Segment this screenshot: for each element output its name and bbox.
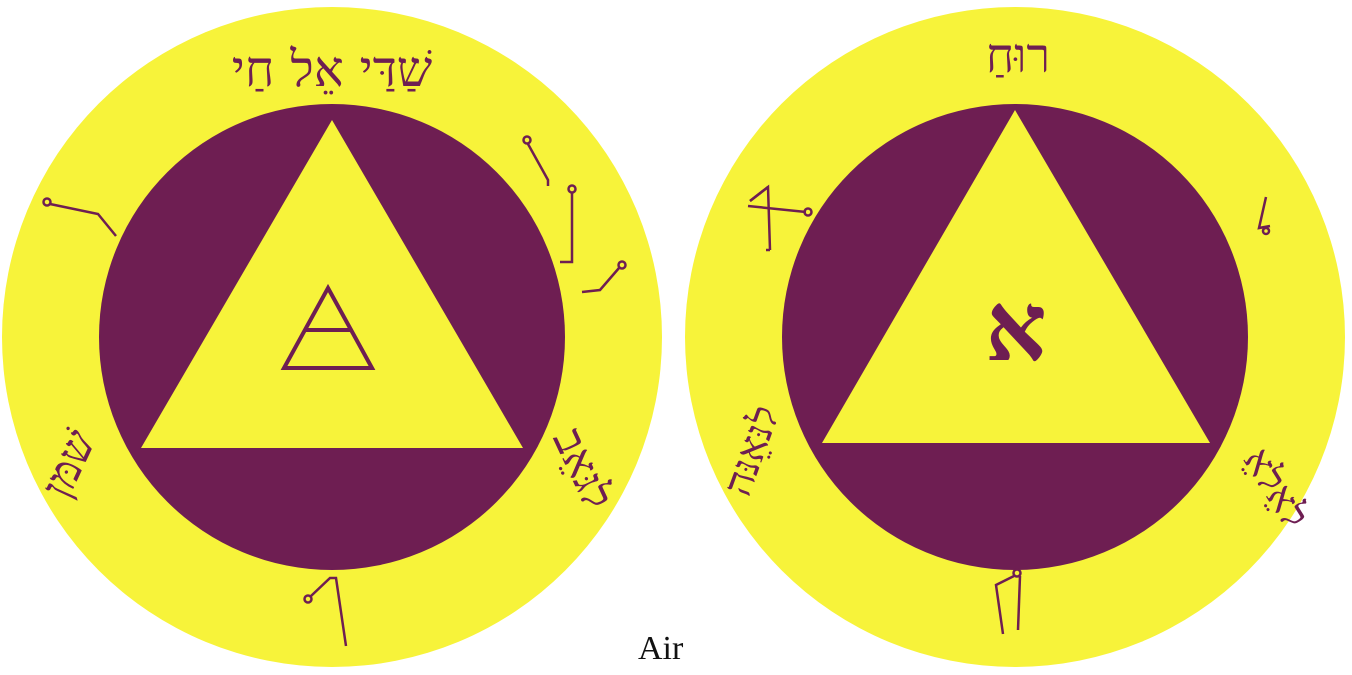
left-talisman: שַׁדַּי אֵל חַי שׁמּן לגּאֵב [2, 7, 662, 667]
sigil-mark-icon [747, 184, 813, 252]
air-symbol-icon [280, 283, 376, 370]
sigil-mark-icon [522, 135, 550, 186]
right-talisman: א רוּחַ לנּאֵנּה לאֵלאֵ [685, 7, 1345, 667]
right-sigils [747, 184, 1271, 635]
sigil-mark-icon [303, 576, 348, 647]
aleph-letter-icon: א [985, 270, 1047, 383]
right-triangle [822, 110, 1210, 443]
sigil-mark-icon [1257, 196, 1271, 236]
right-top-inscription: רוּחַ [986, 28, 1050, 84]
caption-air: Air [638, 630, 684, 667]
left-sigils [42, 135, 627, 647]
sigil-mark-icon [994, 568, 1022, 635]
left-top-inscription: שַׁדַּי אֵל חַי [232, 40, 433, 98]
sigil-mark-icon [560, 184, 577, 264]
left-triangle [141, 120, 523, 448]
sigil-mark-icon [581, 260, 627, 294]
sigil-mark-icon [42, 197, 117, 237]
